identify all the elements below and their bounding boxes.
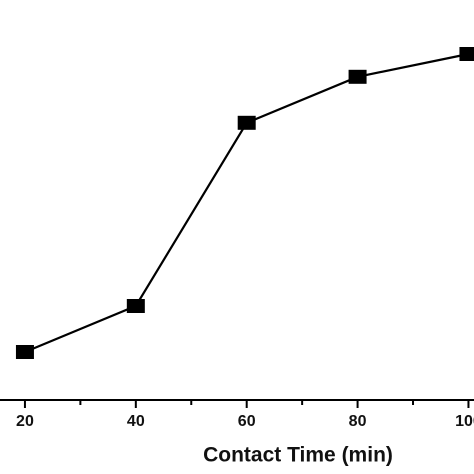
x-tick-label: 40 <box>127 413 145 430</box>
data-marker <box>459 47 474 61</box>
x-tick-label: 60 <box>238 413 256 430</box>
x-tick-label: 20 <box>16 413 34 430</box>
data-line <box>24 52 469 354</box>
data-marker <box>237 115 256 130</box>
data-marker <box>348 69 367 84</box>
data-marker <box>15 345 34 359</box>
x-tick-label: 100 <box>455 413 474 430</box>
data-marker <box>126 299 145 313</box>
x-axis-label: Contact Time (min) <box>203 444 393 467</box>
x-tick-label: 80 <box>349 413 367 430</box>
